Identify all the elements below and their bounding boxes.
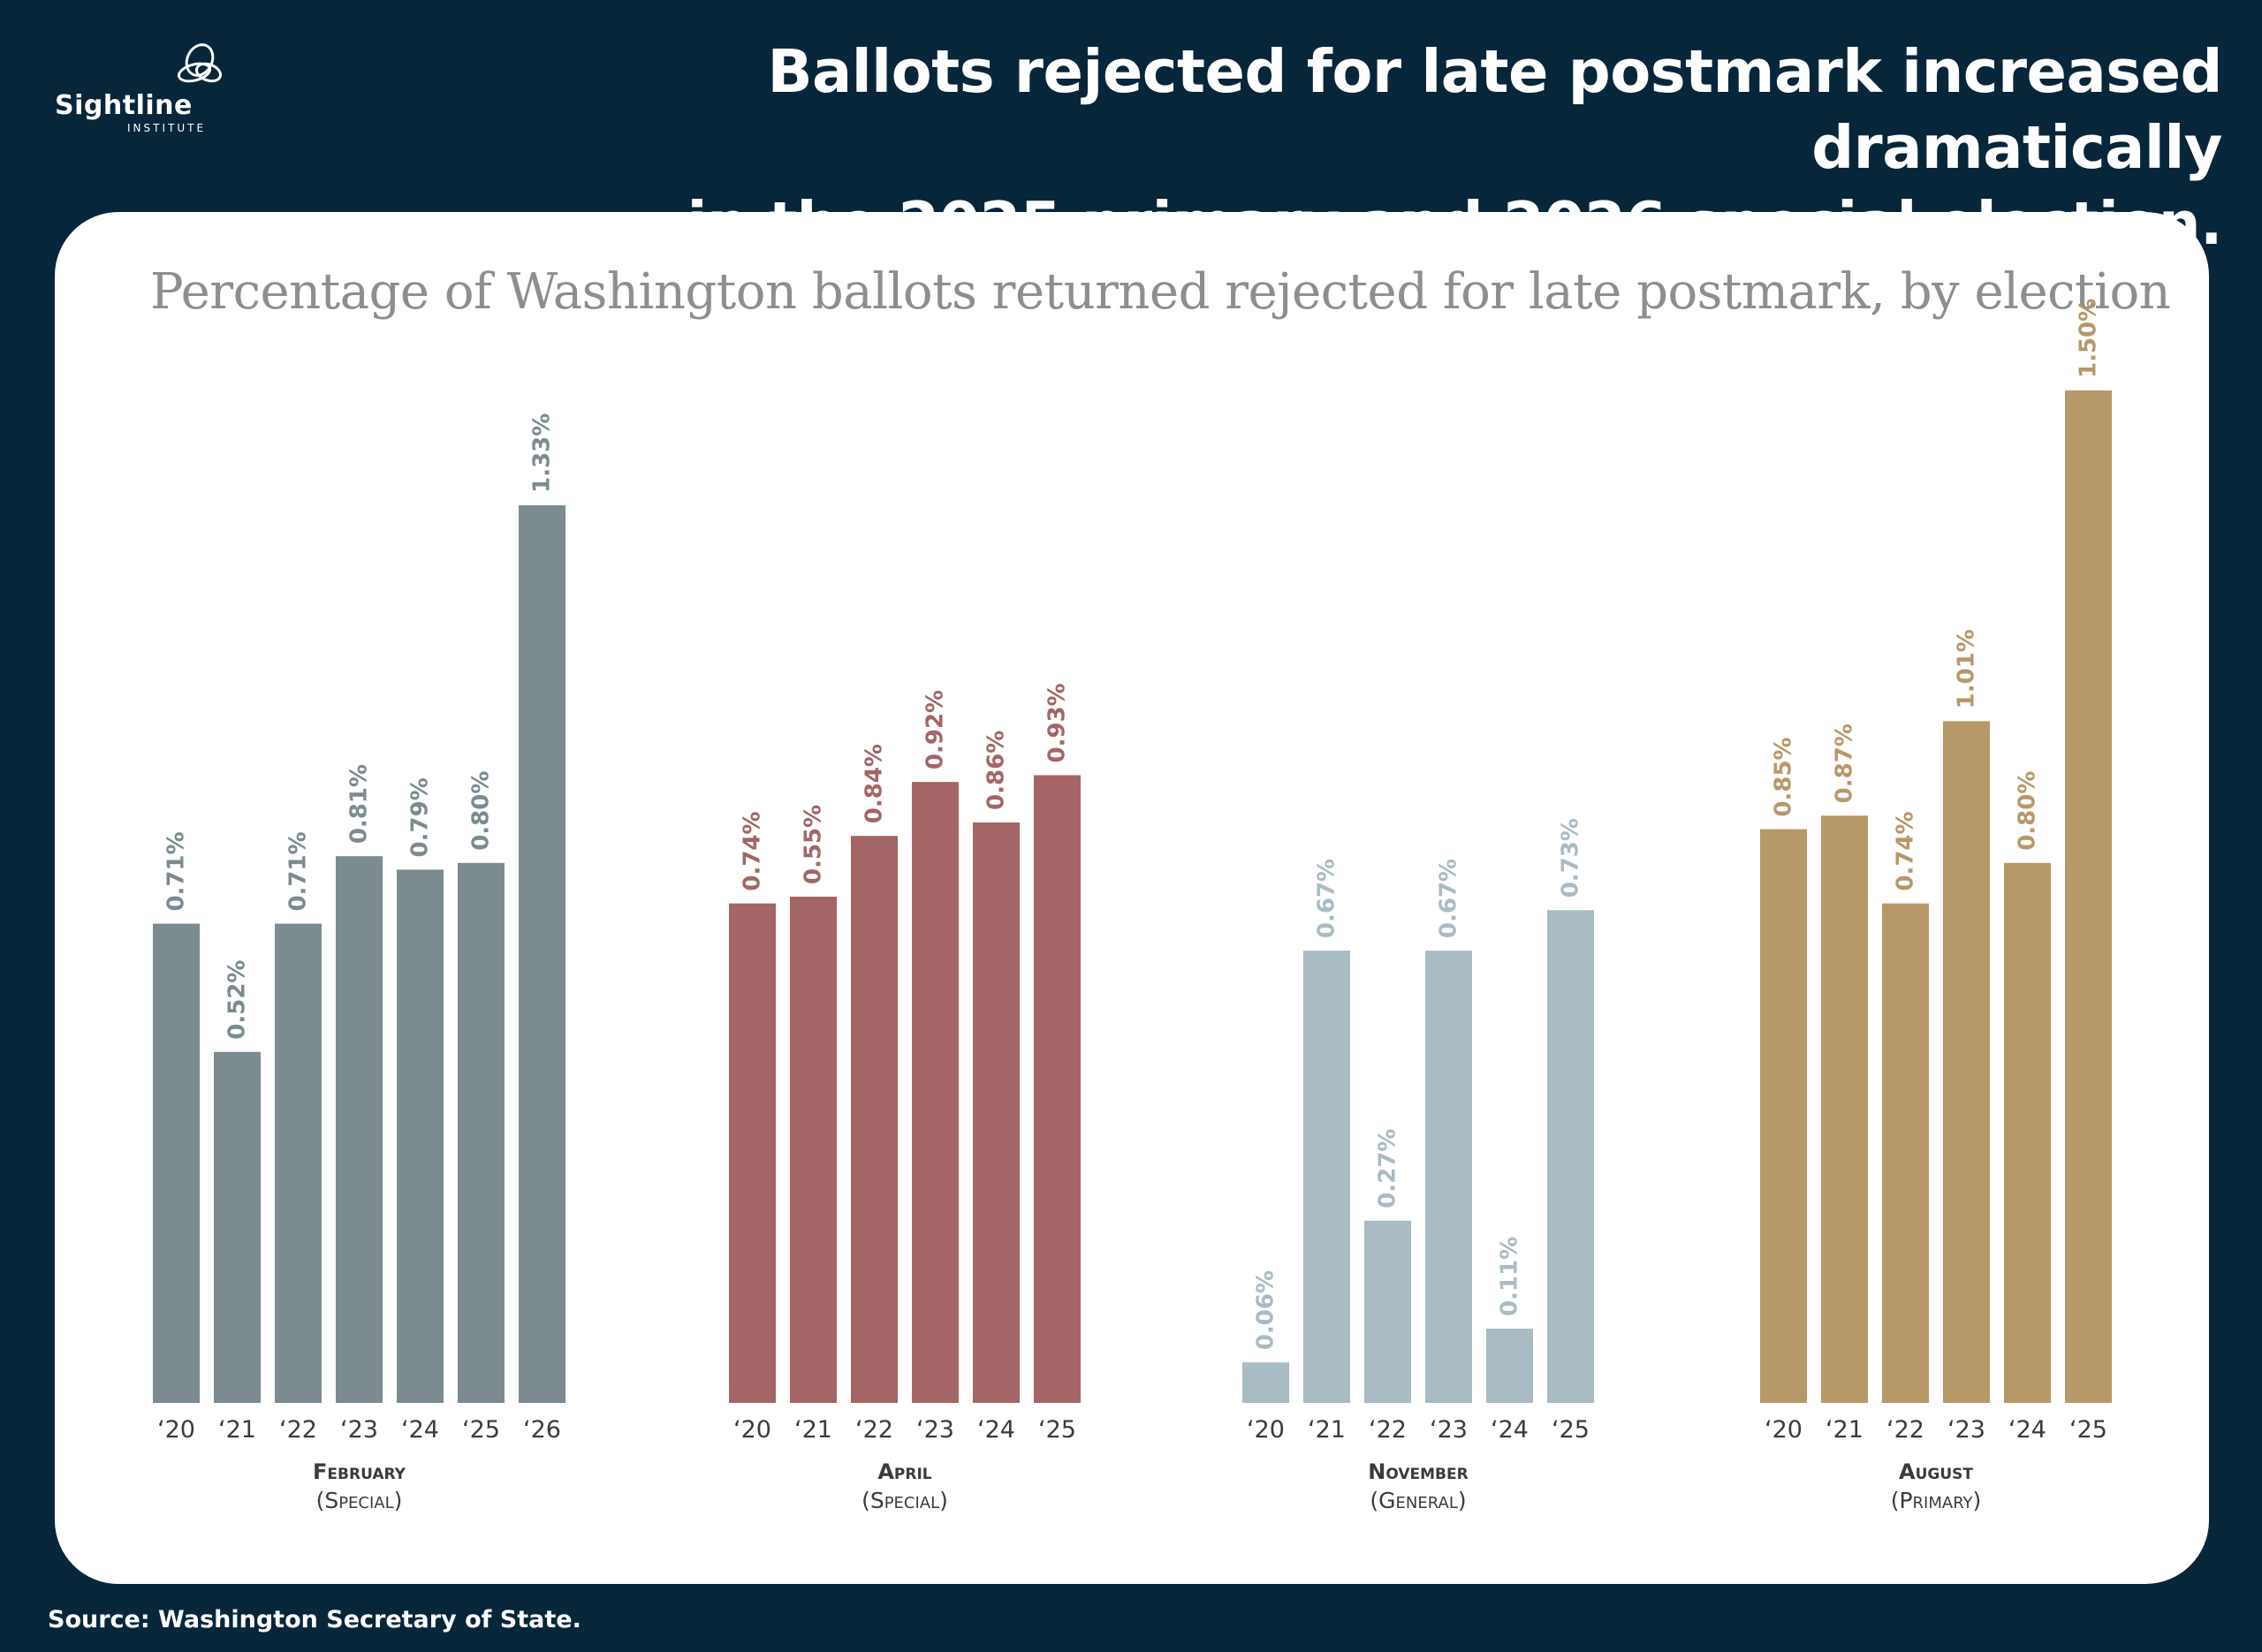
bar-chart: 0.71% ‘20 0.52% ‘21 0.71% ‘22 0.81% ‘23 0.79% ‘24…	[153, 299, 2112, 1513]
tick-label-august-0: ‘20	[1765, 1416, 1803, 1444]
bar-november-2	[1364, 1220, 1411, 1403]
headline-line-1: Ballots rejected for late postmark incre…	[767, 37, 2222, 182]
tick-label-february-6: ‘26	[523, 1416, 561, 1444]
tick-label-february-1: ‘21	[218, 1416, 256, 1444]
tick-label-november-2: ‘22	[1369, 1416, 1407, 1444]
tick-label-april-4: ‘24	[977, 1416, 1015, 1444]
data-label-april-1: 0.55%	[801, 805, 827, 884]
bar-august-2	[1882, 903, 1929, 1403]
data-label-august-3: 1.01%	[1954, 629, 1980, 709]
data-label-april-5: 0.93%	[1044, 683, 1071, 762]
group-label-november: November	[1368, 1459, 1468, 1484]
bar-august-0	[1760, 829, 1807, 1403]
logo-subtext: INSTITUTE	[127, 122, 207, 134]
bar-november-3	[1425, 951, 1472, 1403]
bar-november-1	[1303, 951, 1350, 1403]
bar-august-4	[2004, 862, 2051, 1403]
bar-february-6	[519, 504, 566, 1403]
data-label-august-4: 0.80%	[2015, 771, 2041, 851]
data-label-august-0: 0.85%	[1771, 737, 1797, 816]
bar-february-5	[458, 862, 505, 1403]
data-label-february-4: 0.79%	[407, 777, 434, 857]
bar-february-0	[153, 923, 200, 1403]
bar-february-1	[214, 1051, 261, 1403]
tick-label-november-0: ‘20	[1247, 1416, 1285, 1444]
tick-label-february-3: ‘23	[340, 1416, 378, 1444]
tick-label-november-4: ‘24	[1491, 1416, 1529, 1444]
bar-april-5	[1034, 775, 1081, 1403]
data-label-february-3: 0.81%	[346, 764, 373, 844]
data-label-february-6: 1.33%	[529, 413, 556, 493]
tick-label-november-1: ‘21	[1308, 1416, 1346, 1444]
group-sublabel-april: (Special)	[862, 1488, 948, 1513]
tick-label-april-0: ‘20	[733, 1416, 771, 1444]
bar-august-3	[1943, 721, 1990, 1403]
bar-april-4	[973, 822, 1020, 1403]
data-label-august-2: 0.74%	[1893, 811, 1919, 890]
bar-february-4	[397, 869, 444, 1403]
logo-wordmark: Sightline	[55, 90, 193, 121]
bar-february-2	[275, 923, 322, 1403]
tick-label-february-4: ‘24	[401, 1416, 439, 1444]
bar-november-5	[1547, 910, 1594, 1403]
group-label-august: August	[1899, 1459, 1973, 1484]
data-label-april-4: 0.86%	[983, 731, 1010, 810]
bar-april-2	[851, 836, 898, 1403]
tick-label-february-0: ‘20	[157, 1416, 195, 1444]
data-label-november-4: 0.11%	[1497, 1237, 1523, 1316]
tick-label-november-3: ‘23	[1430, 1416, 1468, 1444]
tick-label-november-5: ‘25	[1552, 1416, 1590, 1444]
data-label-february-1: 0.52%	[224, 960, 251, 1040]
data-label-november-0: 0.06%	[1253, 1270, 1279, 1350]
bar-august-1	[1821, 815, 1868, 1403]
tick-label-april-5: ‘25	[1038, 1416, 1076, 1444]
group-sublabel-august: (Primary)	[1891, 1488, 1982, 1513]
data-label-february-2: 0.71%	[285, 831, 312, 911]
tick-label-february-5: ‘25	[462, 1416, 500, 1444]
tick-label-august-2: ‘22	[1886, 1416, 1924, 1444]
tick-label-april-3: ‘23	[916, 1416, 954, 1444]
group-label-april: April	[877, 1459, 931, 1484]
data-label-april-2: 0.84%	[862, 744, 888, 823]
bar-november-0	[1242, 1362, 1289, 1403]
logo-mark-icon	[177, 43, 223, 83]
bar-november-4	[1486, 1328, 1533, 1403]
data-label-april-3: 0.92%	[922, 690, 949, 769]
chart-title: Percentage of Washington ballots returne…	[150, 263, 2171, 321]
group-label-february: February	[313, 1459, 406, 1484]
data-label-august-1: 0.87%	[1832, 724, 1858, 803]
tick-label-april-2: ‘22	[855, 1416, 893, 1444]
data-label-august-5: 1.50%	[2076, 299, 2102, 378]
tick-label-august-3: ‘23	[1947, 1416, 1985, 1444]
data-label-february-5: 0.80%	[468, 771, 495, 851]
group-sublabel-february: (Special)	[316, 1488, 403, 1513]
tick-label-august-4: ‘24	[2008, 1416, 2046, 1444]
source-note: Source: Washington Secretary of State.	[48, 1606, 581, 1633]
tick-label-february-2: ‘22	[279, 1416, 317, 1444]
chart-panel: Percentage of Washington ballots returne…	[55, 212, 2209, 1584]
tick-label-august-1: ‘21	[1826, 1416, 1863, 1444]
data-label-november-2: 0.27%	[1375, 1129, 1401, 1209]
bar-april-1	[790, 897, 837, 1403]
tick-label-april-1: ‘21	[794, 1416, 832, 1444]
data-label-april-0: 0.74%	[740, 811, 766, 890]
bar-april-3	[912, 782, 959, 1403]
bar-february-3	[336, 856, 383, 1403]
sightline-logo: Sightline INSTITUTE	[53, 42, 230, 140]
data-label-february-0: 0.71%	[163, 831, 190, 911]
data-label-november-1: 0.67%	[1314, 859, 1340, 938]
data-label-november-3: 0.67%	[1436, 859, 1462, 938]
bar-august-5	[2065, 390, 2112, 1403]
group-sublabel-november: (General)	[1370, 1488, 1466, 1513]
data-label-november-5: 0.73%	[1558, 818, 1584, 898]
tick-label-august-5: ‘25	[2069, 1416, 2107, 1444]
bar-april-0	[729, 903, 776, 1403]
